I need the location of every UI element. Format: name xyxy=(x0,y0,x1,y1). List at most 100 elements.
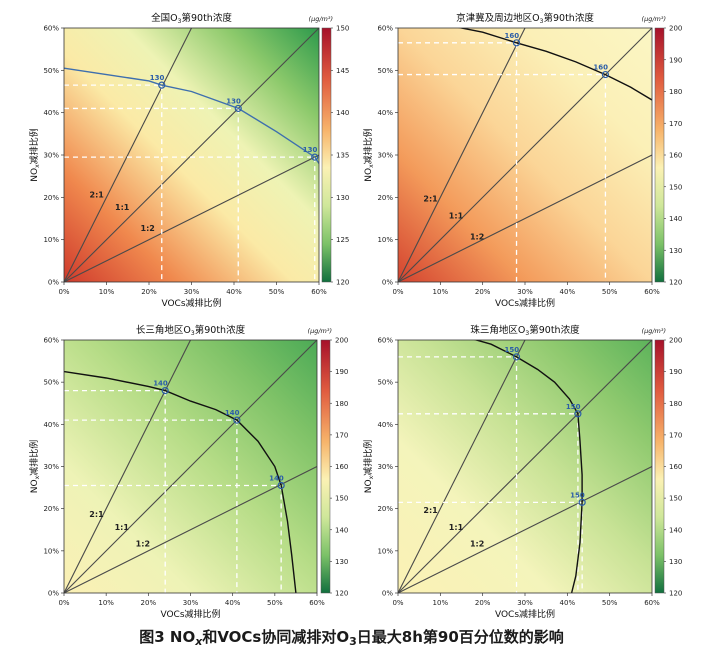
colorbar xyxy=(321,27,332,283)
y-tick-label: 20% xyxy=(377,194,393,202)
marker-label-2: 150 xyxy=(566,403,581,411)
contour-marker-1 xyxy=(161,387,169,395)
chart-panel-3: 140 140 140 2:1 1:1 1:2 0%0% 10% 10% 20% 20% 30% 30%… xyxy=(28,324,348,620)
y-axis-label: NOx减排比例 xyxy=(28,440,41,493)
colorbar-tick-label: 200 xyxy=(669,25,682,33)
x-tick-label: 30% xyxy=(517,599,533,607)
ratio-line-2 xyxy=(398,28,652,282)
colorbar-tick-label: 200 xyxy=(669,337,682,345)
unit-label: (μg/m³) xyxy=(642,327,666,335)
colorbar-tick-label: 180 xyxy=(669,400,682,408)
plot-area xyxy=(64,340,317,593)
marker-label-2: 140 xyxy=(225,409,240,417)
ratio-label-2: 1:1 xyxy=(449,212,464,221)
y-tick-label: 50% xyxy=(377,379,393,387)
marker-label-1: 150 xyxy=(505,346,520,354)
colorbar xyxy=(654,339,665,594)
contour-marker-1 xyxy=(158,81,166,89)
y-axis-label: NOx减排比例 xyxy=(28,128,41,181)
ratio-line-3 xyxy=(398,154,652,282)
ratio-label-2: 1:1 xyxy=(449,523,464,532)
ratio-line-3 xyxy=(64,466,317,593)
ratio-line-1 xyxy=(64,28,192,282)
x-tick-label: 10% xyxy=(433,599,449,607)
colorbar-tick-label: 150 xyxy=(669,495,682,503)
colorbar-tick-label: 120 xyxy=(336,279,349,287)
x-tick-label: 40% xyxy=(560,288,576,296)
ratio-label-2: 1:1 xyxy=(115,523,130,532)
colorbar-tick-label: 130 xyxy=(669,247,682,255)
x-tick-label: 60% xyxy=(311,288,327,296)
colorbar-tick-label: 120 xyxy=(335,590,348,598)
unit-label: (μg/m³) xyxy=(309,15,333,23)
colorbar-tick-label: 140 xyxy=(336,109,349,117)
y-tick-label: 30% xyxy=(377,463,393,471)
x-tick-label: 20% xyxy=(141,599,157,607)
ratio-line-1 xyxy=(64,340,191,593)
x-tick-label: 50% xyxy=(269,288,285,296)
ratio-line-1 xyxy=(398,28,526,282)
marker-label-1: 140 xyxy=(153,380,168,388)
x-tick-label: 10% xyxy=(98,599,114,607)
colorbar-tick-label: 140 xyxy=(335,526,348,534)
colorbar-tick-label: 200 xyxy=(335,337,348,345)
ratio-line-3 xyxy=(64,154,319,282)
caption-part-1: 图3 NO xyxy=(139,628,196,646)
colorbar-tick-label: 160 xyxy=(335,463,348,471)
ratio-line-3 xyxy=(398,466,652,593)
contour-marker-3 xyxy=(311,153,319,161)
y-tick-label: 0% xyxy=(48,590,59,598)
colorbar-tick-label: 180 xyxy=(335,400,348,408)
ratio-label-1: 2:1 xyxy=(423,195,438,204)
contour-marker-1 xyxy=(512,39,521,47)
y-tick-label: 60% xyxy=(43,337,59,345)
y-tick-label: 40% xyxy=(377,109,393,117)
ratio-label-1: 2:1 xyxy=(89,510,104,519)
y-tick-label: 10% xyxy=(377,236,393,244)
ratio-label-3: 1:2 xyxy=(470,233,484,242)
y-tick-label: 20% xyxy=(43,194,59,202)
colorbar xyxy=(320,339,331,594)
marker-label-3: 150 xyxy=(570,491,585,499)
y-tick-label: 10% xyxy=(377,547,393,555)
x-tick-label: 60% xyxy=(309,599,325,607)
marker-label-3: 140 xyxy=(269,474,284,482)
contour-marker-3 xyxy=(277,481,285,490)
colorbar-tick-label: 170 xyxy=(335,431,348,439)
ratio-line-2 xyxy=(64,28,319,282)
x-tick-label: 50% xyxy=(602,288,618,296)
x-tick-label: 20% xyxy=(475,288,491,296)
chart-panel-2: 160 160 2:1 1:1 1:2 0%0% 10% 10% 20% 20% 30% 30% 40%… xyxy=(362,12,682,309)
x-tick-label: 0% xyxy=(392,599,403,607)
y-tick-label: 40% xyxy=(43,421,59,429)
ratio-line-2 xyxy=(64,340,317,593)
colorbar-tick-label: 130 xyxy=(669,558,682,566)
colorbar-tick-label: 190 xyxy=(669,56,682,64)
ratio-label-3: 1:2 xyxy=(136,540,150,549)
unit-label: (μg/m³) xyxy=(642,15,666,23)
marker-label-2: 130 xyxy=(226,97,241,105)
contour-marker-2 xyxy=(601,70,610,79)
panel-title: 长三角地区O3第90th浓度 xyxy=(136,324,246,337)
y-tick-label: 10% xyxy=(43,547,59,555)
x-tick-label: 20% xyxy=(141,288,157,296)
x-tick-label: 10% xyxy=(433,288,449,296)
x-tick-label: 60% xyxy=(644,599,660,607)
x-tick-label: 20% xyxy=(475,599,491,607)
x-tick-label: 60% xyxy=(644,288,660,296)
x-tick-label: 30% xyxy=(517,288,533,296)
plot-area xyxy=(64,28,319,282)
y-axis-label: NOx减排比例 xyxy=(362,440,375,493)
contour-marker-2 xyxy=(574,410,582,418)
colorbar-tick-label: 120 xyxy=(669,279,682,287)
y-tick-label: 20% xyxy=(377,505,393,513)
colorbar-tick-label: 190 xyxy=(335,368,348,376)
plot-area xyxy=(398,340,652,593)
colorbar-tick-label: 140 xyxy=(669,215,682,223)
y-tick-label: 60% xyxy=(377,25,393,33)
ratio-line-1 xyxy=(398,340,526,593)
y-tick-label: 50% xyxy=(43,67,59,75)
caption-sub-3: 3 xyxy=(349,635,357,648)
contour-marker-1 xyxy=(512,353,521,361)
colorbar-tick-label: 130 xyxy=(336,194,349,202)
